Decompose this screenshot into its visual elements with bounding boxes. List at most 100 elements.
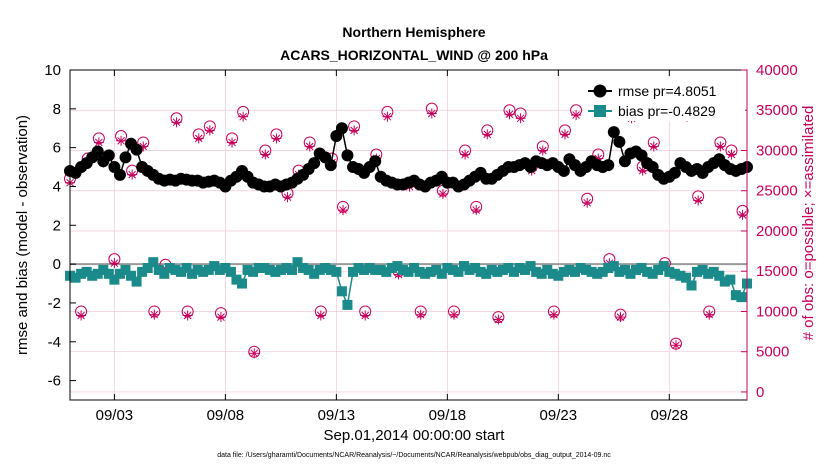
bias-point <box>542 264 553 275</box>
y-axis-left-ticks: 10 8 6 4 2 0 -2 -4 -6 <box>44 62 76 390</box>
bias-point <box>126 270 137 281</box>
bias-point <box>481 268 492 279</box>
bias-point <box>237 278 248 289</box>
bias-point <box>625 268 636 279</box>
obs-assimilated-marker <box>349 125 360 136</box>
obs-assimilated-marker <box>582 197 593 208</box>
bias-point <box>436 268 447 279</box>
bias-point <box>708 266 719 277</box>
bias-point <box>81 266 92 277</box>
obs-assimilated-marker <box>504 109 515 120</box>
bias-point <box>470 263 481 273</box>
bias-point <box>120 264 131 275</box>
obs-assimilated-marker <box>726 149 737 160</box>
y-left-tick-label-7: -4 <box>48 334 61 351</box>
rmse-point <box>119 151 132 164</box>
bias-point <box>87 270 98 281</box>
bias-point <box>231 274 242 285</box>
bias-point <box>647 268 658 279</box>
bias-point <box>98 264 109 275</box>
obs-assimilated-marker <box>615 312 626 323</box>
obs-assimilated-marker <box>116 135 127 146</box>
bias-point <box>447 264 458 275</box>
y-right-tick-label-2: 30000 <box>756 142 798 159</box>
obs-assimilated-marker <box>449 309 460 320</box>
obs-assimilated-marker <box>182 310 193 321</box>
obs-assimilated-marker <box>471 205 482 216</box>
bias-point <box>403 266 414 277</box>
y-axis-left-label: rmse and bias (model - observation) <box>14 115 31 355</box>
y-left-tick-label-8: -6 <box>48 373 61 390</box>
bias-point <box>375 264 386 275</box>
obs-assimilated-marker <box>670 340 681 351</box>
rmse-point <box>308 157 321 170</box>
legend-bias-marker <box>594 105 606 117</box>
bias-point <box>581 264 592 275</box>
obs-assimilated-marker <box>693 195 704 206</box>
bias-point <box>414 266 425 277</box>
bias-point <box>209 261 220 272</box>
obs-assimilated-marker <box>215 312 226 323</box>
y-left-tick-label-5: 0 <box>53 256 61 273</box>
bias-point <box>497 264 508 275</box>
obs-assimilated-marker <box>109 258 120 269</box>
bias-point <box>70 272 81 283</box>
obs-assimilated-marker <box>548 309 559 320</box>
bias-point <box>631 264 642 275</box>
bias-point <box>325 264 336 275</box>
bias-point <box>92 268 103 279</box>
x-tick-label-4: 09/23 <box>540 407 578 424</box>
bias-point <box>164 263 175 273</box>
bias-point <box>536 268 547 279</box>
bias-point <box>248 266 259 277</box>
bias-point <box>397 264 408 275</box>
bias-point <box>181 263 192 273</box>
obs-assimilated-marker <box>127 169 138 180</box>
bias-point <box>320 263 331 273</box>
y-axis-right-ticks: 40000 35000 30000 25000 20000 15000 10000 5000 0 <box>741 62 798 401</box>
x-tick-label-5: 09/28 <box>651 407 689 424</box>
bias-point <box>692 266 703 277</box>
y-right-tick-label-1: 35000 <box>756 102 798 119</box>
y-right-tick-label-8: 0 <box>756 384 764 401</box>
bias-point <box>148 257 159 268</box>
bias-point <box>675 270 686 281</box>
bias-point <box>725 274 736 285</box>
bias-point <box>331 266 342 277</box>
obs-assimilated-marker <box>171 117 182 128</box>
bias-point <box>275 264 286 275</box>
data-file-footer: data file: /Users/gharamti/Documents/NCA… <box>217 452 611 459</box>
obs-assimilated-marker <box>482 129 493 140</box>
rmse-point <box>668 166 681 179</box>
y-left-tick-label-3: 4 <box>53 178 61 195</box>
bias-point <box>569 266 580 277</box>
bias-point <box>342 299 353 310</box>
bias-point <box>298 263 309 273</box>
bias-point <box>409 263 420 273</box>
bias-point <box>531 266 542 277</box>
bias-point <box>520 264 531 275</box>
bias-point <box>392 261 403 272</box>
bias-point <box>203 264 214 275</box>
bias-point <box>697 264 708 275</box>
x-tick-label-3: 09/18 <box>429 407 467 424</box>
obs-assimilated-marker <box>559 129 570 140</box>
bias-point <box>242 264 253 275</box>
obs-assimilated-marker <box>193 133 204 144</box>
legend-box <box>583 77 745 121</box>
obs-assimilated-marker <box>282 192 293 203</box>
y-left-tick-label-2: 6 <box>53 140 61 157</box>
bias-point <box>564 264 575 275</box>
obs-assimilated-marker <box>249 348 260 359</box>
bias-point <box>614 266 625 277</box>
bias-point <box>109 274 120 285</box>
bias-point <box>131 276 142 287</box>
rmse-point <box>130 143 143 156</box>
obs-assimilated-marker <box>76 310 87 321</box>
legend-rmse-label: rmse pr=4.8051 <box>618 83 717 99</box>
bias-point <box>553 270 564 281</box>
obs-assimilated-marker <box>315 310 326 321</box>
rmse-point <box>341 149 354 162</box>
bias-point <box>736 292 747 303</box>
bias-point <box>420 268 431 279</box>
